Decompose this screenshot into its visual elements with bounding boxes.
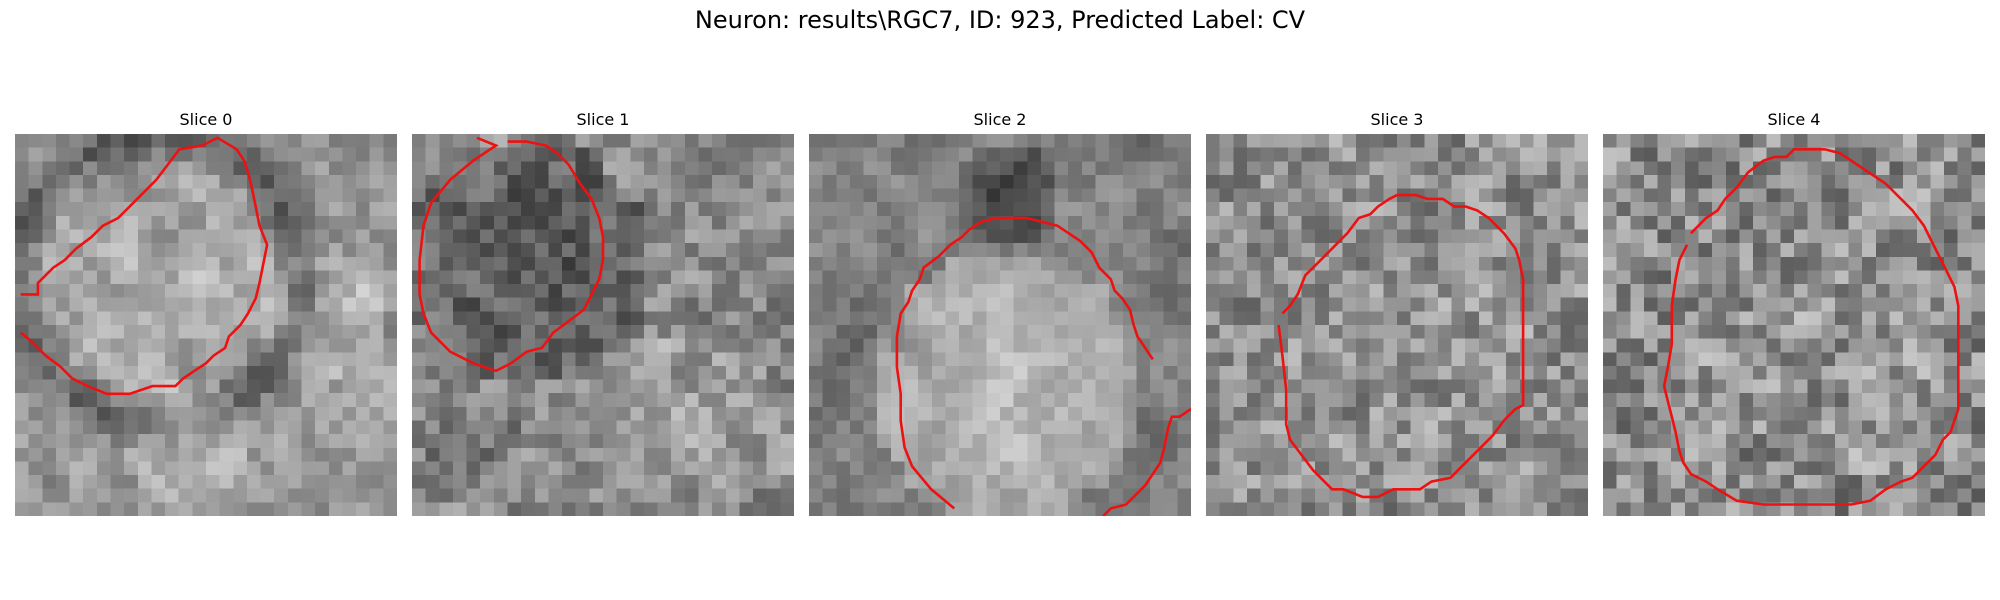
slice-title: Slice 3 <box>1370 110 1424 129</box>
cell-contour <box>1662 148 1960 506</box>
slice-svg <box>15 134 397 516</box>
slice-panel-3: Slice 3 <box>1206 106 1588 526</box>
slice-svg <box>1206 134 1588 516</box>
slice-panel-4: Slice 4 <box>1603 106 1985 526</box>
slice-image <box>412 134 794 516</box>
slice-title: Slice 0 <box>179 110 233 129</box>
slice-image <box>1603 134 1985 516</box>
slice-image <box>15 134 397 516</box>
slice-title: Slice 1 <box>576 110 630 129</box>
cell-contour <box>418 136 605 373</box>
slice-svg <box>412 134 794 516</box>
slice-title: Slice 2 <box>973 110 1027 129</box>
figure-title: Neuron: results\RGC7, ID: 923, Predicted… <box>694 6 1306 34</box>
slice-svg <box>1603 134 1985 516</box>
slice-title: Slice 4 <box>1767 110 1821 129</box>
slice-image <box>809 134 1191 516</box>
cell-contour <box>1277 193 1525 499</box>
slice-panel-1: Slice 1 <box>412 106 794 526</box>
slice-panel-0: Slice 0 <box>15 106 397 526</box>
cell-contour-fragment <box>1102 407 1191 516</box>
slice-svg <box>809 134 1191 516</box>
slice-panel-2: Slice 2 <box>809 106 1191 526</box>
cell-contour <box>19 136 269 396</box>
slice-image <box>1206 134 1588 516</box>
cell-contour <box>895 216 1154 510</box>
